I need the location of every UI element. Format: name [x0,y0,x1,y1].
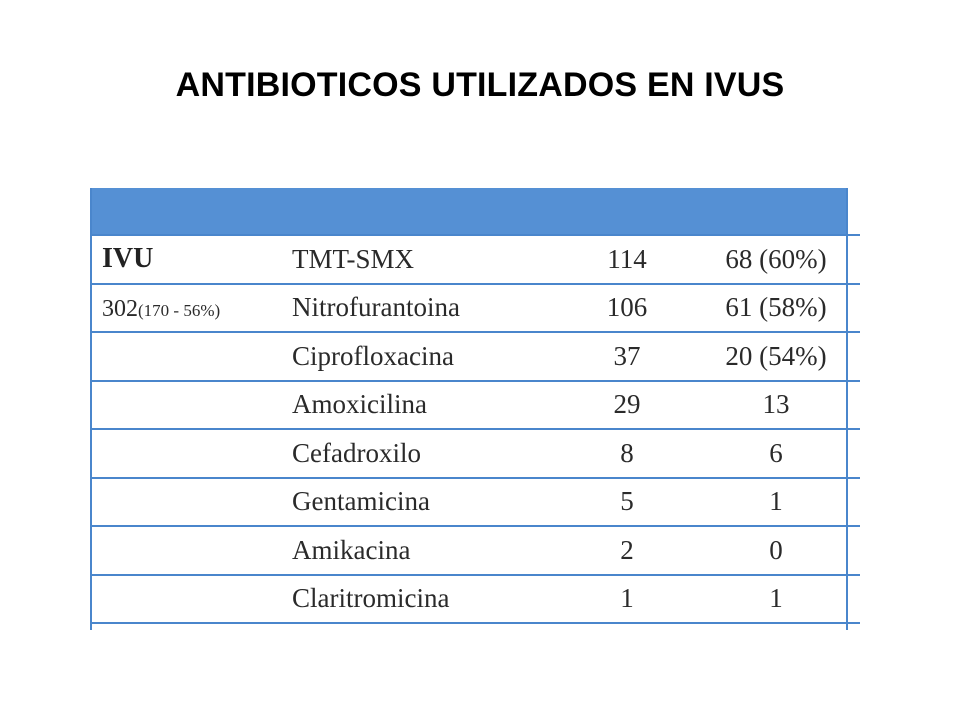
count-cell: 2 [562,525,692,575]
result-cell: 1 [692,476,860,526]
result-cell: 0 [692,525,860,575]
result-cell: 1 [692,573,860,624]
count-cell: 37 [562,331,692,381]
group-count-main: 302 [102,296,138,323]
antibiotics-data-table: IVU TMT-SMX 114 68 (60%) 302(170 - 56%) … [92,234,860,624]
table-row: Amoxicilina 29 13 [92,379,860,429]
drug-cell: Amoxicilina [292,379,562,429]
count-cell: 106 [562,282,692,332]
table-header-band [92,188,846,234]
group-label: IVU [102,243,154,275]
empty-cell [92,525,292,575]
empty-cell [92,331,292,381]
result-cell: 13 [692,379,860,429]
count-cell: 114 [562,234,692,284]
table-row: IVU TMT-SMX 114 68 (60%) [92,234,860,284]
antibiotics-table: IVU TMT-SMX 114 68 (60%) 302(170 - 56%) … [90,188,860,630]
group-count-detail: (170 - 56%) [138,301,221,321]
count-cell: 29 [562,379,692,429]
result-cell: 61 (58%) [692,282,860,332]
count-cell: 1 [562,573,692,624]
drug-cell: TMT-SMX [292,234,562,284]
table-row: Claritromicina 1 1 [92,573,860,624]
count-cell: 8 [562,428,692,478]
empty-cell [92,573,292,624]
table-row: Ciprofloxacina 37 20 (54%) [92,331,860,381]
slide-title: ANTIBIOTICOS UTILIZADOS EN IVUS [175,66,785,104]
result-cell: 20 (54%) [692,331,860,381]
table-row: Gentamicina 5 1 [92,476,860,526]
table-row: Cefadroxilo 8 6 [92,428,860,478]
group-count-cell: 302(170 - 56%) [92,282,292,332]
drug-cell: Amikacina [292,525,562,575]
drug-cell: Cefadroxilo [292,428,562,478]
table-row: 302(170 - 56%) Nitrofurantoina 106 61 (5… [92,282,860,332]
empty-cell [92,379,292,429]
result-cell: 6 [692,428,860,478]
drug-cell: Gentamicina [292,476,562,526]
empty-cell [92,476,292,526]
table-row: Amikacina 2 0 [92,525,860,575]
drug-cell: Claritromicina [292,573,562,624]
drug-cell: Ciprofloxacina [292,331,562,381]
result-cell: 68 (60%) [692,234,860,284]
group-label-cell: IVU [92,234,292,284]
empty-cell [92,428,292,478]
drug-cell: Nitrofurantoina [292,282,562,332]
count-cell: 5 [562,476,692,526]
